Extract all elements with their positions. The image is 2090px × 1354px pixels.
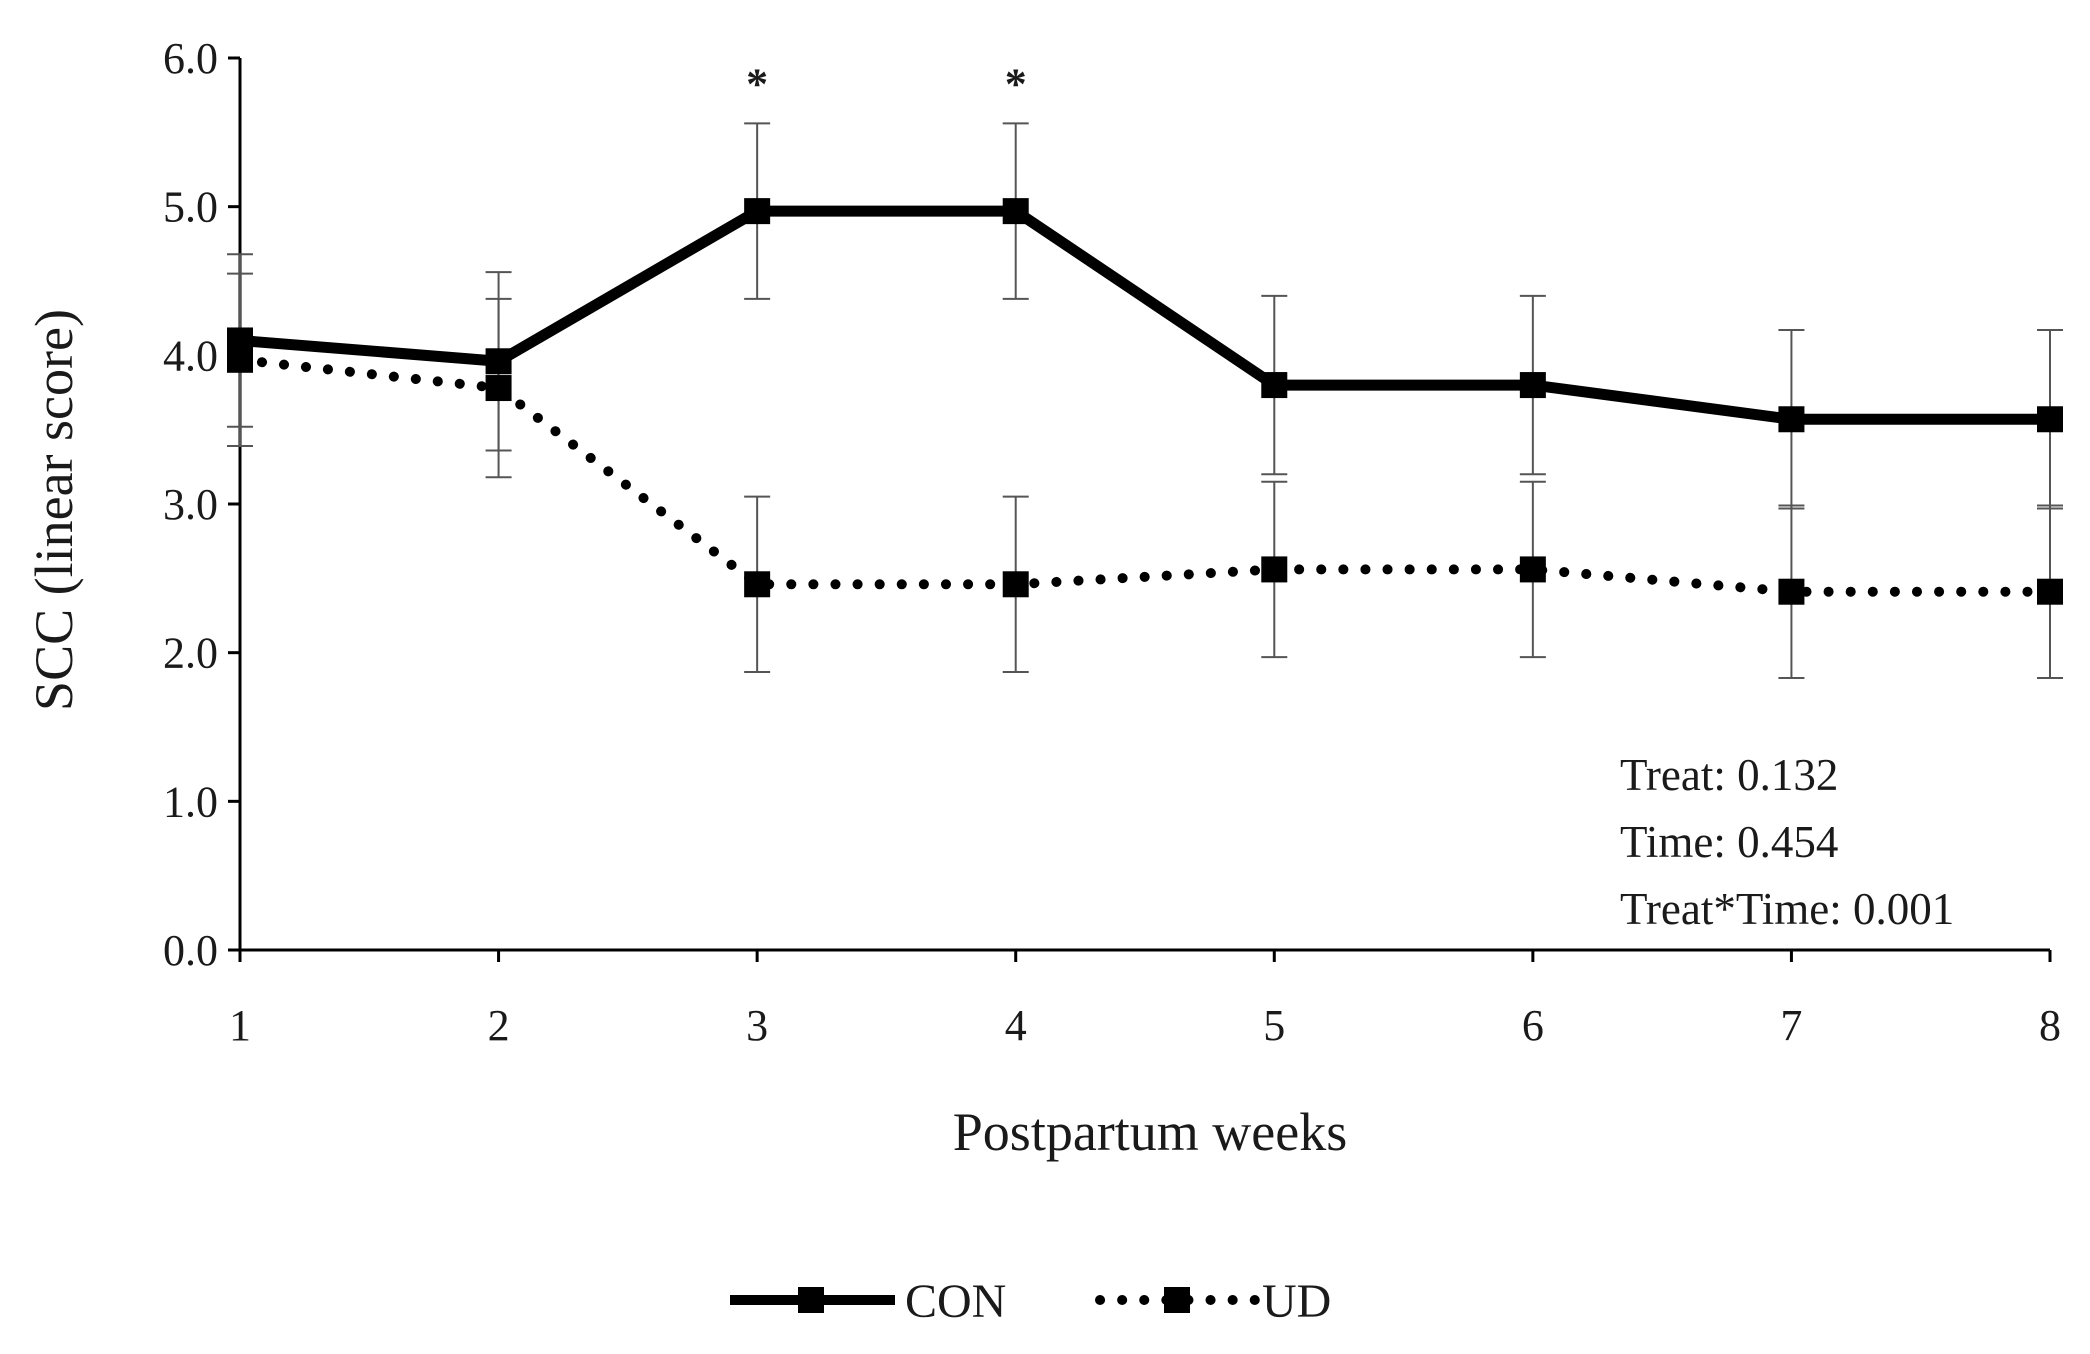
data-point-ud [744,571,771,598]
legend-ud-label: UD [1262,1275,1331,1328]
significance-star: * [1005,59,1027,108]
data-point-con [744,198,771,225]
y-tick-label: 4.0 [163,331,218,380]
axes: 0.0 1.0 2.0 3.0 4.0 5.0 6.0 1 2 3 4 5 6 7 8 [163,34,2061,1050]
data-point-con [1261,372,1288,399]
data-point-ud [1519,556,1546,583]
x-tick-label: 3 [746,1001,768,1050]
series-line-con [234,205,2056,425]
y-tick-label: 0.0 [163,926,218,975]
data-point-ud [1002,571,1029,598]
data-point-con [485,348,512,375]
y-tick-label: 2.0 [163,629,218,678]
x-axis-title: Postpartum weeks [953,1102,1347,1162]
legend-con-marker [798,1287,824,1313]
marker-group: * * [227,59,2063,605]
y-tick-label: 1.0 [163,777,218,826]
data-point-ud [485,375,512,402]
y-axis-title: SCC (linear score) [24,309,84,711]
y-tick-label: 6.0 [163,34,218,83]
legend-con-label: CON [905,1275,1006,1328]
treat-annotation: Treat: 0.132 [1620,750,1838,800]
significance-star: * [746,59,768,108]
series-group [234,205,2056,597]
data-point-con [1778,406,1805,433]
x-tick-label: 2 [488,1001,510,1050]
data-point-ud [2037,578,2063,605]
data-point-con [1519,372,1546,399]
data-point-ud [227,346,253,373]
series-line-ud [235,354,2055,597]
data-point-con [2037,406,2063,433]
x-tick-label: 8 [2039,1001,2061,1050]
y-tick-label: 5.0 [163,183,218,232]
legend-ud-marker [1164,1287,1190,1313]
x-tick-label: 7 [1780,1001,1802,1050]
data-point-ud [1778,578,1805,605]
data-point-con [1002,198,1029,225]
x-tick-label: 1 [229,1001,251,1050]
x-tick-label: 4 [1005,1001,1027,1050]
time-annotation: Time: 0.454 [1620,817,1838,867]
legend: CON UD [730,1275,1331,1328]
data-point-ud [1261,556,1288,583]
y-tick-label: 3.0 [163,480,218,529]
x-tick-label: 5 [1263,1001,1285,1050]
treat-time-annotation: Treat*Time: 0.001 [1620,884,1954,934]
x-tick-label: 6 [1522,1001,1544,1050]
error-bars [227,122,2063,679]
